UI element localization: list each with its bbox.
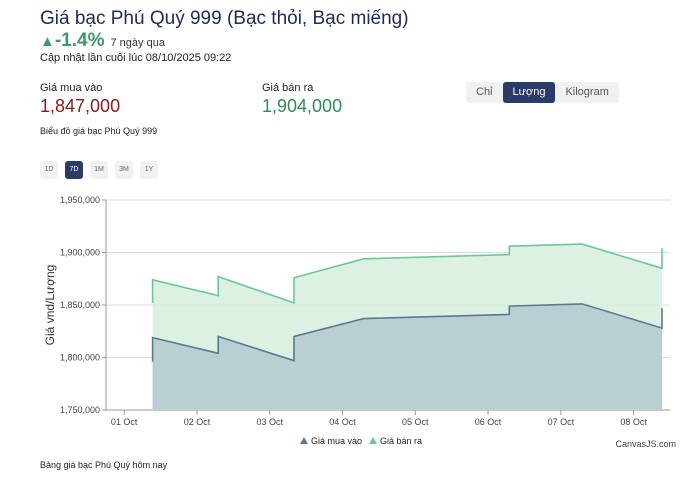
legend-triangle-icon xyxy=(369,437,377,444)
buy-price-label: Giá mua vào xyxy=(40,82,103,94)
y-axis-title: Giá vnd/Lượng xyxy=(43,265,57,346)
range-3m-button[interactable]: 3M xyxy=(115,161,133,179)
sell-price-value: 1,904,000 xyxy=(262,96,343,116)
sell-price-block: Giá bán ra 1,904,000 xyxy=(262,82,342,117)
last-updated: Cập nhật lần cuối lúc 08/10/2025 09:22 xyxy=(40,52,232,64)
legend-triangle-icon xyxy=(300,437,308,444)
buy-series-area xyxy=(152,303,662,410)
tab-chi[interactable]: Chỉ xyxy=(476,86,493,98)
y-tick-label: 1,800,000 xyxy=(60,353,100,363)
buy-series-line xyxy=(151,303,663,362)
unit-tabs: Chỉ Lượng Kilogram xyxy=(466,82,619,103)
legend-label: Giá bán ra xyxy=(380,436,422,446)
range-7d-button[interactable]: 7D xyxy=(65,161,83,179)
y-tick-label: 1,900,000 xyxy=(60,248,100,258)
x-tick-label: 01 Oct xyxy=(111,417,138,427)
footer-heading: Bảng giá bạc Phú Quý hôm nay xyxy=(40,460,168,470)
change-percent: -1.4% xyxy=(54,30,105,51)
legend-label: Giá mua vào xyxy=(311,436,362,446)
buy-price-value: 1,847,000 xyxy=(40,96,121,116)
x-tick-label: 06 Oct xyxy=(475,417,502,427)
y-tick-label: 1,750,000 xyxy=(60,405,100,415)
x-tick-label: 02 Oct xyxy=(184,417,211,427)
change-value: ▲-1.4% xyxy=(40,30,105,52)
page-title: Giá bạc Phú Quý 999 (Bạc thỏi, Bạc miếng… xyxy=(40,8,409,29)
sell-series-line xyxy=(151,243,663,305)
range-1m-button[interactable]: 1M xyxy=(90,161,108,179)
range-selector: 1D 7D 1M 3M 1Y xyxy=(40,161,158,179)
x-tick-label: 07 Oct xyxy=(548,417,575,427)
change-period: 7 ngày qua xyxy=(110,37,165,49)
x-tick-label: 08 Oct xyxy=(620,417,647,427)
x-tick-label: 04 Oct xyxy=(329,417,356,427)
price-change: ▲-1.4% 7 ngày qua xyxy=(40,30,165,52)
range-1y-button[interactable]: 1Y xyxy=(140,161,158,179)
y-tick-label: 1,950,000 xyxy=(60,195,100,205)
x-tick-label: 03 Oct xyxy=(256,417,283,427)
y-tick-label: 1,850,000 xyxy=(60,300,100,310)
tab-luong[interactable]: Lượng xyxy=(502,82,556,103)
chart-caption: Biểu đồ giá bạc Phú Quý 999 xyxy=(40,126,158,136)
tab-kilogram[interactable]: Kilogram xyxy=(565,86,609,98)
trend-arrow-icon: ▲ xyxy=(40,33,55,50)
sell-price-label: Giá bán ra xyxy=(262,82,314,94)
chart-credit: CanvasJS.com xyxy=(615,439,676,449)
x-tick-label: 05 Oct xyxy=(402,417,429,427)
range-1d-button[interactable]: 1D xyxy=(40,161,58,179)
buy-price-block: Giá mua vào 1,847,000 xyxy=(40,82,120,117)
